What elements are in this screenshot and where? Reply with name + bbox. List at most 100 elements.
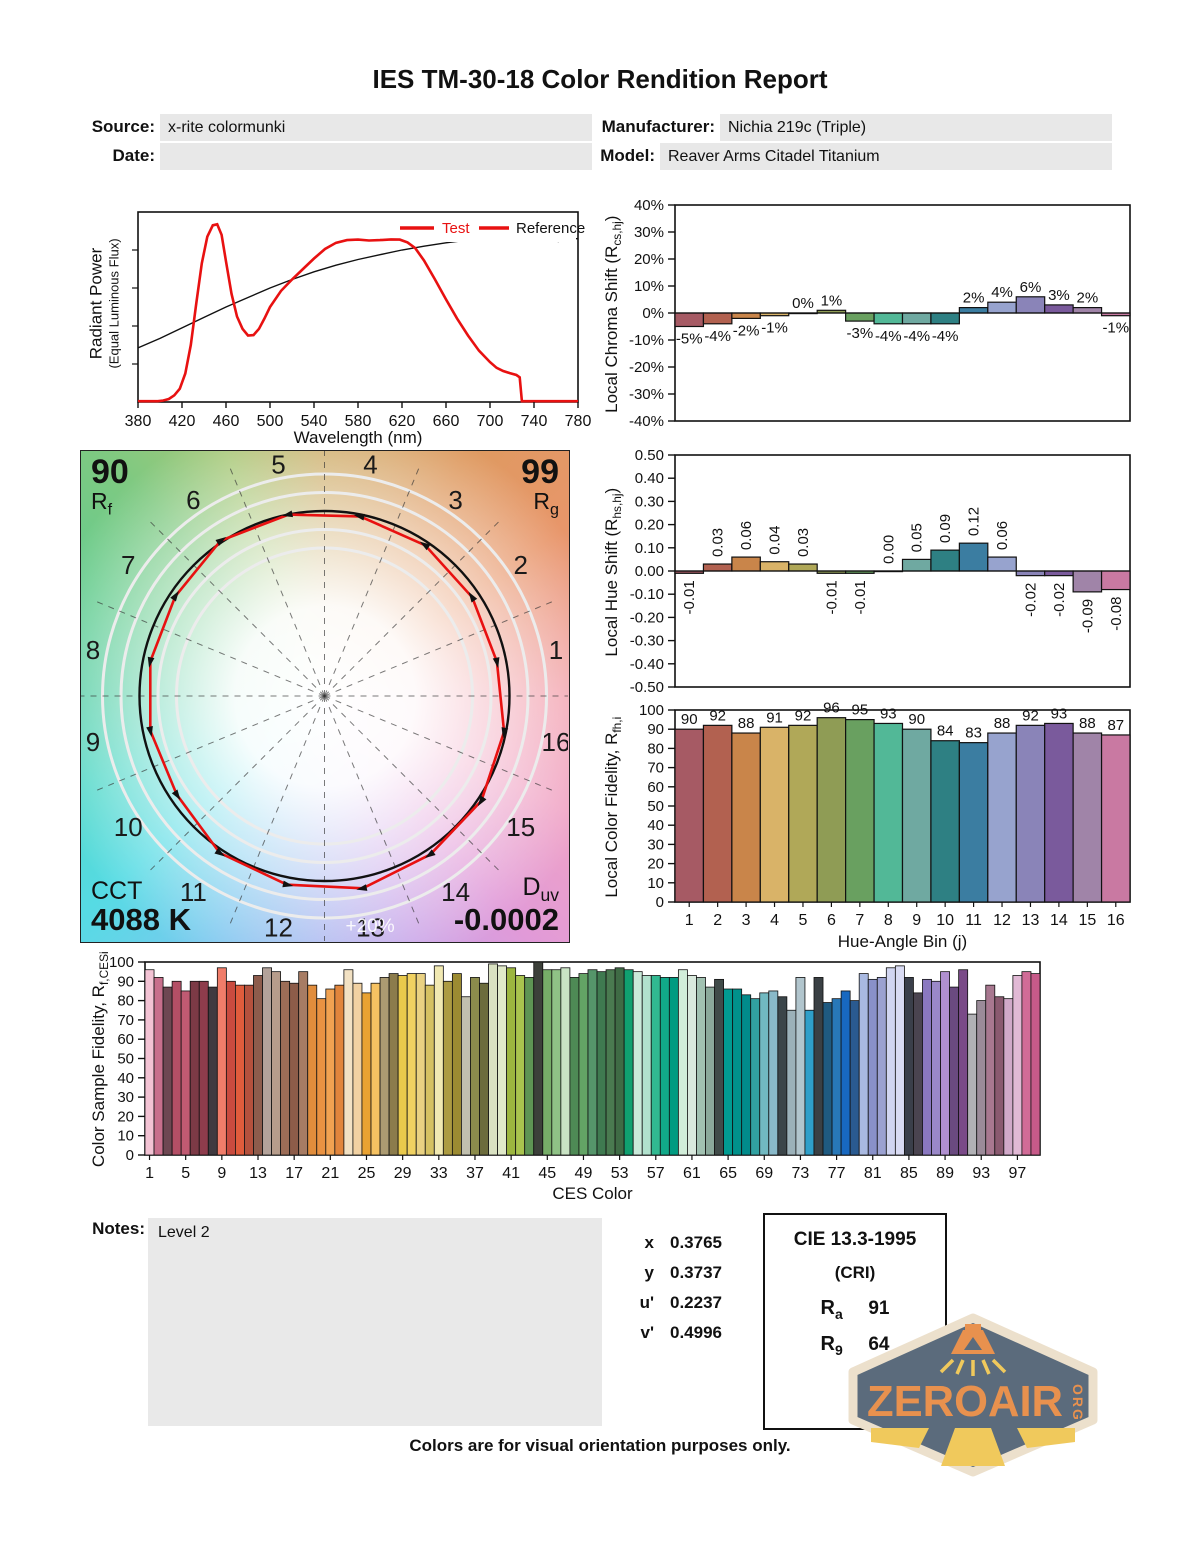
svg-text:17: 17 [285,1165,303,1182]
svg-text:83: 83 [965,725,982,742]
svg-text:100: 100 [639,702,664,719]
svg-text:-0.02: -0.02 [1051,583,1068,617]
svg-text:500: 500 [257,413,284,430]
svg-text:5: 5 [271,451,285,480]
svg-text:-3%: -3% [847,325,874,342]
svg-text:0: 0 [656,894,664,911]
svg-text:-0.40: -0.40 [630,656,664,673]
svg-text:-0.30: -0.30 [630,633,664,650]
svg-text:41: 41 [502,1165,520,1182]
duv-readout: Duv -0.0002 [453,872,559,938]
svg-text:65: 65 [719,1165,737,1182]
svg-text:50: 50 [647,798,664,815]
svg-text:21: 21 [321,1165,339,1182]
svg-text:0.05: 0.05 [909,523,926,552]
svg-text:90: 90 [647,721,664,738]
svg-text:0.09: 0.09 [937,514,954,543]
svg-text:92: 92 [1022,707,1039,724]
svg-text:13: 13 [249,1165,267,1182]
cri-ra-row: Ra 91 [820,1297,890,1322]
svg-text:88: 88 [1079,715,1096,732]
svg-text:15: 15 [506,812,535,842]
svg-text:100: 100 [109,954,134,971]
svg-text:29: 29 [394,1165,412,1182]
svg-text:93: 93 [972,1165,990,1182]
svg-text:45: 45 [538,1165,556,1182]
svg-text:580: 580 [345,413,372,430]
svg-text:10%: 10% [634,278,664,295]
svg-text:77: 77 [828,1165,846,1182]
svg-text:6%: 6% [1020,279,1042,296]
svg-text:91: 91 [766,709,783,726]
svg-text:84: 84 [937,723,954,740]
ces-x-axis-label: CES Color [552,1184,633,1203]
svg-text:97: 97 [1009,1165,1027,1182]
svg-text:0%: 0% [792,295,814,312]
svg-text:9: 9 [912,912,921,929]
svg-text:92: 92 [709,707,726,724]
chromaticity-y-label: y [644,1263,654,1282]
svg-text:0.30: 0.30 [635,493,664,510]
svg-text:30%: 30% [634,224,664,241]
ces-y-axis-label: Color Sample Fidelity, Rf,CESi [88,951,112,1168]
svg-text:0.20: 0.20 [635,517,664,534]
svg-text:540: 540 [301,413,328,430]
svg-text:73: 73 [792,1165,810,1182]
svg-text:+20%: +20% [346,916,395,937]
svg-text:37: 37 [466,1165,484,1182]
svg-text:-10%: -10% [629,332,664,349]
svg-text:40: 40 [647,817,664,834]
svg-text:-20%: -20% [629,359,664,376]
svg-text:0: 0 [126,1147,134,1164]
spd-x-axis-label: Wavelength (nm) [293,428,423,447]
svg-text:90: 90 [681,711,698,728]
svg-text:0.40: 0.40 [635,470,664,487]
svg-text:13: 13 [1022,912,1040,929]
svg-text:10: 10 [936,912,954,929]
svg-text:20: 20 [117,1108,134,1125]
local-fidelity-y-axis-label: Local Color Fidelity, Rfh,i [601,716,625,898]
local-hue-shift-chart: 0.50 0.40 0.30 0.20 0.10 0.00 -0.10 -0.20 -0.30 -… [630,447,1131,696]
svg-text:10: 10 [117,1128,134,1145]
svg-text:6: 6 [186,485,200,515]
svg-text:-0.09: -0.09 [1079,599,1096,633]
svg-text:57: 57 [647,1165,665,1182]
svg-text:49: 49 [575,1165,593,1182]
svg-text:7: 7 [121,550,135,580]
svg-text:420: 420 [169,413,196,430]
svg-text:20%: 20% [634,251,664,268]
svg-text:8: 8 [86,635,100,665]
svg-text:93: 93 [1051,705,1068,722]
svg-text:15: 15 [1078,912,1096,929]
svg-text:-1%: -1% [761,320,788,337]
svg-text:-1%: -1% [1102,320,1129,337]
svg-text:16: 16 [542,727,568,757]
svg-text:69: 69 [755,1165,773,1182]
svg-text:10: 10 [114,812,143,842]
source-label: Source: [91,117,155,136]
cri-subtitle: (CRI) [834,1263,876,1282]
zeroair-logo: ZEROAIR ORG [845,1308,1101,1478]
svg-text:81: 81 [864,1165,882,1182]
svg-text:-0.10: -0.10 [630,586,664,603]
road-icon [871,1428,1075,1466]
logo-wordmark: ZEROAIR [867,1377,1063,1426]
spd-y-axis-label: Radiant Power (Equal Luminous Flux) [86,238,122,369]
svg-text:3: 3 [742,912,751,929]
svg-text:3: 3 [448,485,462,515]
svg-text:0.06: 0.06 [994,521,1011,550]
svg-text:7: 7 [855,912,864,929]
svg-text:9: 9 [217,1165,226,1182]
svg-text:25: 25 [358,1165,376,1182]
svg-text:60: 60 [647,779,664,796]
svg-text:-0.02: -0.02 [1022,583,1039,617]
svg-text:87: 87 [1107,717,1124,734]
svg-text:90: 90 [117,973,134,990]
svg-text:93: 93 [880,705,897,722]
svg-text:14: 14 [1050,912,1068,929]
svg-text:-4%: -4% [875,328,902,345]
svg-text:95: 95 [852,702,869,719]
svg-text:-0.01: -0.01 [852,580,869,614]
svg-text:0.00: 0.00 [635,563,664,580]
